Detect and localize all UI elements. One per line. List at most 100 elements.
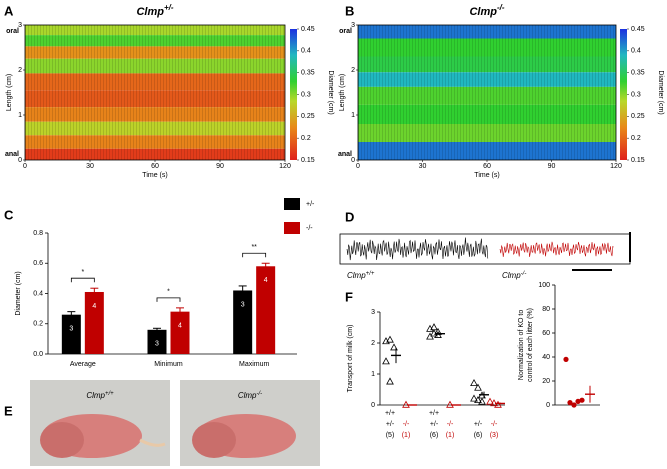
y-axis-label: Normalization of KO to (518, 310, 525, 381)
bar (147, 329, 167, 354)
x-axis-label: Time (s) (142, 172, 167, 179)
x-tick-label: 90 (216, 163, 224, 170)
x-tick-label: +/- (386, 421, 395, 428)
n-label: 4 (178, 322, 182, 329)
data-point (571, 402, 577, 408)
data-point (486, 397, 494, 405)
y-tick-label: 2 (351, 67, 355, 74)
legend-swatch (284, 222, 300, 234)
gene: Clmp (238, 391, 257, 400)
x-tick-label: -/- (491, 421, 498, 428)
gene: Clmp (136, 6, 164, 18)
n-label: 3 (241, 301, 245, 308)
x-axis-label: Time (s) (474, 172, 499, 179)
gene: Clmp (86, 391, 105, 400)
y-tick-label: 0.2 (33, 321, 43, 328)
gene: Clmp (469, 6, 497, 18)
oscillation-texture (358, 25, 616, 160)
y-axis-label: Transport of milk (cm) (347, 325, 354, 393)
y-axis-label: control of each litter (%) (527, 308, 534, 382)
data-point (478, 397, 486, 405)
y-tick-label: 0.4 (33, 290, 43, 297)
colorbar-tick-label: 0.35 (631, 70, 645, 77)
x-tick-label: 0 (356, 163, 360, 170)
bottom-label: anal (338, 151, 352, 158)
genotype: +/+ (366, 271, 375, 277)
photo-label: Clmp+/+ (86, 391, 114, 401)
significance-label: * (167, 289, 170, 296)
y-tick-label: 0 (351, 157, 355, 164)
y-tick-label: 20 (542, 378, 550, 385)
trace (499, 241, 614, 257)
data-point (474, 383, 482, 391)
y-tick-label: 1 (371, 371, 375, 378)
pup-tail (139, 438, 166, 447)
n-label: 4 (264, 277, 268, 284)
x-tick-label: +/+ (429, 410, 439, 417)
y-tick-label: 1 (18, 112, 22, 119)
x-tick-label: 30 (419, 163, 427, 170)
top-label: oral (6, 28, 19, 35)
gene: Clmp (347, 271, 366, 280)
significance-bracket (242, 252, 267, 258)
oscillation-texture (25, 25, 285, 160)
significance-label: * (81, 269, 84, 276)
data-point (386, 377, 394, 385)
colorbar-tick-label: 0.15 (631, 157, 645, 164)
y-tick-label: 0 (546, 402, 550, 409)
pup-head (40, 422, 84, 458)
y-tick-label: 1 (351, 112, 355, 119)
colorbar-tick-label: 0.2 (631, 135, 641, 142)
bar (61, 314, 81, 354)
panel-label: D (345, 209, 354, 224)
bar (84, 291, 104, 354)
genotype: +/- (164, 3, 174, 12)
colorbar-tick-label: 0.15 (301, 157, 315, 164)
data-point (382, 357, 390, 365)
top-label: oral (339, 28, 352, 35)
x-tick-label: (6) (430, 432, 439, 439)
data-point (575, 398, 581, 404)
colorbar-tick-label: 0.3 (631, 91, 641, 98)
colorbar-tick-label: 0.25 (631, 113, 645, 120)
significance-bracket (70, 277, 95, 283)
colorbar (290, 29, 297, 160)
chart-title: Clmp+/- (136, 3, 173, 18)
genotype: -/- (521, 271, 527, 277)
x-tick-label: (1) (402, 432, 411, 439)
x-tick-label: 0 (23, 163, 27, 170)
y-tick-label: 40 (542, 354, 550, 361)
y-axis-label: Length (cm) (339, 74, 346, 111)
bar (233, 290, 253, 354)
bar (256, 266, 276, 354)
panel-label: F (345, 289, 353, 304)
y-tick-label: 0.6 (33, 260, 43, 267)
photo (30, 380, 320, 466)
genotype: +/+ (105, 391, 114, 397)
x-tick-label: (6) (474, 432, 483, 439)
y-tick-label: 0 (18, 157, 22, 164)
y-axis-label: Length (cm) (6, 74, 13, 111)
x-tick-label: +/- (474, 421, 483, 428)
genotype: -/- (257, 391, 263, 397)
x-tick-label: 60 (483, 163, 491, 170)
bar (170, 311, 190, 354)
y-tick-label: 3 (371, 309, 375, 316)
significance-bracket (156, 297, 181, 302)
colorbar-tick-label: 0.4 (631, 48, 641, 55)
y-tick-label: 2 (371, 340, 375, 347)
y-tick-label: 3 (351, 22, 355, 29)
colorbar-label: Diameter (cm) (657, 70, 664, 114)
data-point (386, 335, 394, 343)
x-tick-label: -/- (403, 421, 410, 428)
y-tick-label: 100 (538, 282, 550, 289)
y-tick-label: 3 (18, 22, 22, 29)
data-point (390, 343, 398, 351)
x-tick-label: (3) (490, 432, 499, 439)
x-tick-label: Average (70, 361, 96, 368)
data-point (494, 400, 502, 408)
colorbar-label: Diameter (cm) (327, 70, 334, 114)
colorbar-tick-label: 0.4 (301, 48, 311, 55)
colorbar-tick-label: 0.2 (301, 135, 311, 142)
